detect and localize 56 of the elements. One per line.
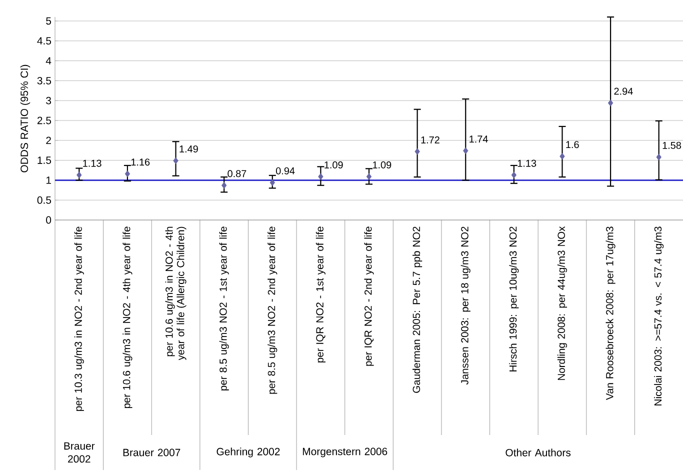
y-tick-label: 3.5 bbox=[37, 76, 52, 84]
y-tick-label: 2 bbox=[46, 136, 51, 144]
x-tick-label: per 10.3 ug/m3 in NO2 - 2nd year of life bbox=[74, 226, 84, 411]
y-tick-label: 0 bbox=[46, 216, 52, 224]
x-tick-label: per IQR NO2 - 1st year of life bbox=[316, 226, 326, 362]
y-tick-label: 4.5 bbox=[37, 37, 52, 45]
x-tick-label: Gauderman 2005: Per 5.7 ppb NO2 bbox=[412, 226, 422, 393]
x-tick-label: Van Roosebroeck 2008: per 17ug/m3 bbox=[606, 226, 616, 400]
x-tick-label: Hirsch 1999: per 10ug/m3 NO2 bbox=[509, 226, 519, 372]
data-label: 0.94 bbox=[276, 167, 295, 174]
x-tick-label: per 8.5 ug/m3 NO2 - 1st year of life bbox=[219, 226, 229, 390]
x-tick-label: per 10.6 ug/m3 in NO2 - 4th year of life bbox=[122, 226, 132, 408]
data-label: 1.09 bbox=[324, 161, 343, 168]
y-axis-title: ODDS RATIO (95% CI) bbox=[20, 64, 30, 172]
point bbox=[270, 179, 275, 186]
point bbox=[76, 172, 82, 178]
y-tick-label: 0.5 bbox=[37, 196, 52, 204]
data-label: 1.58 bbox=[662, 142, 682, 149]
text: Brauer 2002 bbox=[64, 442, 95, 463]
point bbox=[414, 148, 420, 155]
point bbox=[608, 100, 614, 106]
y-tick-label: 2.5 bbox=[37, 116, 52, 124]
data-label: 1.13 bbox=[83, 160, 102, 167]
point bbox=[511, 172, 517, 178]
point bbox=[366, 173, 372, 180]
text: Brauer 2007 bbox=[123, 448, 180, 456]
data-label: 1.72 bbox=[421, 136, 440, 144]
data-label: 0.87 bbox=[228, 170, 246, 178]
y-tick-label: 3 bbox=[46, 96, 52, 104]
x-tick-label: per 8.5 ug/m3 NO2 - 2nd year of life bbox=[268, 226, 278, 394]
data-label: 1.16 bbox=[131, 158, 150, 166]
x-tick-label: per 10.6 ug/m3 in NO2 - 4th year of life (Allergic Children) bbox=[165, 226, 186, 360]
point bbox=[173, 157, 178, 164]
point bbox=[221, 182, 227, 189]
data-label: 1.13 bbox=[518, 160, 536, 167]
text: Gehring 2002 bbox=[216, 448, 280, 458]
point bbox=[124, 170, 130, 178]
data-label: 1.49 bbox=[180, 145, 198, 152]
data-label: 1.6 bbox=[566, 141, 579, 148]
x-tick-label: Janssen 2003: per 18 ug/m3 NO2 bbox=[460, 226, 470, 385]
y-tick-label: 5 bbox=[46, 17, 52, 25]
y-tick-label: 1.5 bbox=[38, 156, 52, 164]
data-label: 1.09 bbox=[372, 161, 392, 168]
point bbox=[318, 173, 324, 180]
text: Other Authors bbox=[506, 448, 571, 456]
point bbox=[656, 154, 662, 161]
y-tick-label: 4 bbox=[46, 57, 52, 64]
data-label: 2.94 bbox=[614, 88, 633, 95]
data-label: 1.74 bbox=[470, 136, 488, 143]
x-tick-label: Nordling 2008: per 44ug/m3 NOx bbox=[557, 226, 568, 380]
point bbox=[463, 147, 468, 154]
text: Morgenstern 2006 bbox=[302, 448, 388, 458]
y-tick-label: 1 bbox=[46, 176, 51, 184]
point bbox=[560, 152, 565, 160]
x-tick-label: Nicolai 2003: >=57.4 vs. < 57.4 ug/m3 bbox=[654, 226, 664, 406]
x-tick-label: per IQR NO2 - 2nd year of life bbox=[364, 226, 374, 366]
